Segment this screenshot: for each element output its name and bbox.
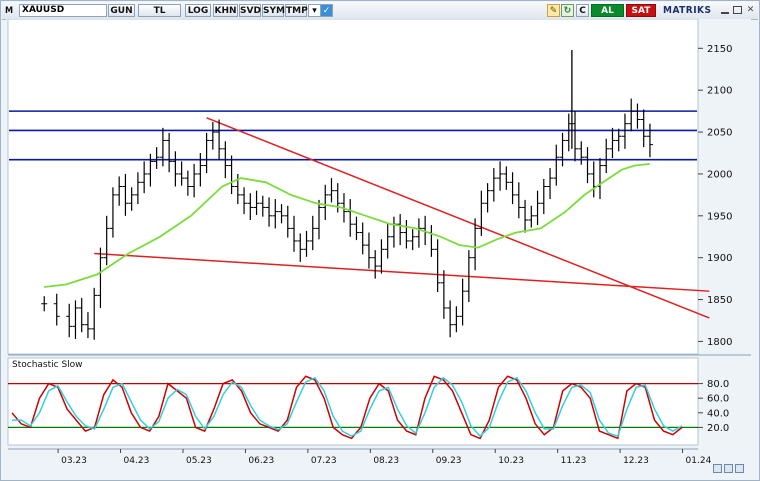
sym-button[interactable]: SYM — [262, 4, 285, 17]
stochastic-title: Stochastic Slow — [12, 360, 83, 370]
log-button[interactable]: LOG — [185, 4, 211, 17]
x-axis-tick-label: 06.23 — [248, 456, 274, 465]
tmp-button[interactable]: TMP — [285, 4, 308, 17]
scroll-left-icon[interactable] — [713, 464, 722, 473]
x-axis-tick-label: 10.23 — [498, 456, 524, 465]
maximize-icon[interactable] — [731, 4, 744, 17]
price-y-tick-label: 1850 — [707, 295, 732, 306]
x-axis-tick-label: 05.23 — [186, 456, 212, 465]
price-y-tick-label: 2100 — [707, 86, 732, 97]
stochastic-k-line — [11, 375, 683, 440]
period-button[interactable]: GUN — [108, 4, 135, 17]
x-axis-tick-label: 09.23 — [436, 456, 462, 465]
khn-button[interactable]: KHN — [213, 4, 238, 17]
zoom-icon[interactable] — [735, 464, 744, 473]
chart-area[interactable]: 1800 1850 1900 1950 2000 2050 2100 2150 Stochas… — [6, 18, 751, 466]
scroll-right-icon[interactable] — [724, 464, 733, 473]
edit-icon[interactable]: ✎ — [547, 4, 560, 17]
stochastic-d-line — [12, 376, 683, 438]
trendline — [206, 117, 710, 319]
brand-logo: MATRIKS — [663, 5, 712, 16]
stochastic-y-tick-label: 80.0 — [707, 379, 729, 390]
buy-button[interactable]: AL — [591, 4, 624, 17]
stochastic-y-tick-label: 20.0 — [707, 423, 729, 434]
sell-button[interactable]: SAT — [626, 4, 656, 17]
currency-button[interactable]: TL — [138, 4, 181, 17]
refresh-icon[interactable]: ↻ — [561, 4, 574, 17]
stochastic-panel: Stochastic Slow 20.0 40.0 60.0 80.0 — [7, 357, 729, 446]
price-y-tick-label: 2050 — [707, 128, 732, 139]
price-chart-svg[interactable]: 1800 1850 1900 1950 2000 2050 2100 2150 Stochas… — [6, 18, 751, 466]
price-y-tick-label: 1900 — [707, 253, 732, 264]
stochastic-plot-area — [7, 357, 699, 446]
c-button[interactable]: C — [576, 4, 589, 17]
price-y-tick-label: 1950 — [707, 211, 732, 222]
x-axis-tick-label: 08.23 — [373, 456, 399, 465]
x-axis-tick-label: 07.23 — [311, 456, 337, 465]
x-axis-tick-label: 12.23 — [623, 456, 649, 465]
toolbar: M XAUUSD GUN TL LOG KHN SVD SYM TMP ▾ ✓ … — [2, 2, 758, 20]
navigation-buttons — [713, 464, 753, 475]
close-icon[interactable]: ✕ — [746, 5, 755, 15]
x-axis-tick-label: 11.23 — [561, 456, 587, 465]
minimize-icon[interactable] — [718, 4, 731, 17]
moving-average-line — [44, 163, 650, 288]
price-y-tick-label: 2000 — [707, 169, 732, 180]
price-y-tick-label: 1800 — [707, 337, 732, 348]
price-y-tick-label: 2150 — [707, 44, 732, 55]
x-axis-tick-label: 03.23 — [61, 456, 87, 465]
stochastic-y-tick-label: 60.0 — [707, 394, 729, 405]
x-axis-tick-label: 04.23 — [124, 456, 150, 465]
symbol-field[interactable]: XAUUSD — [19, 4, 107, 17]
menu-letter[interactable]: M — [5, 6, 14, 16]
stochastic-y-tick-label: 40.0 — [707, 408, 729, 419]
svd-button[interactable]: SVD — [239, 4, 261, 17]
x-axis-tick-label: 01.24 — [686, 456, 712, 465]
x-axis: 03.23 04.23 05.23 06.23 07.23 08.23 09.23 10.23… — [8, 448, 712, 466]
trendline — [94, 252, 710, 292]
checkbox-icon[interactable]: ✓ — [320, 4, 333, 17]
